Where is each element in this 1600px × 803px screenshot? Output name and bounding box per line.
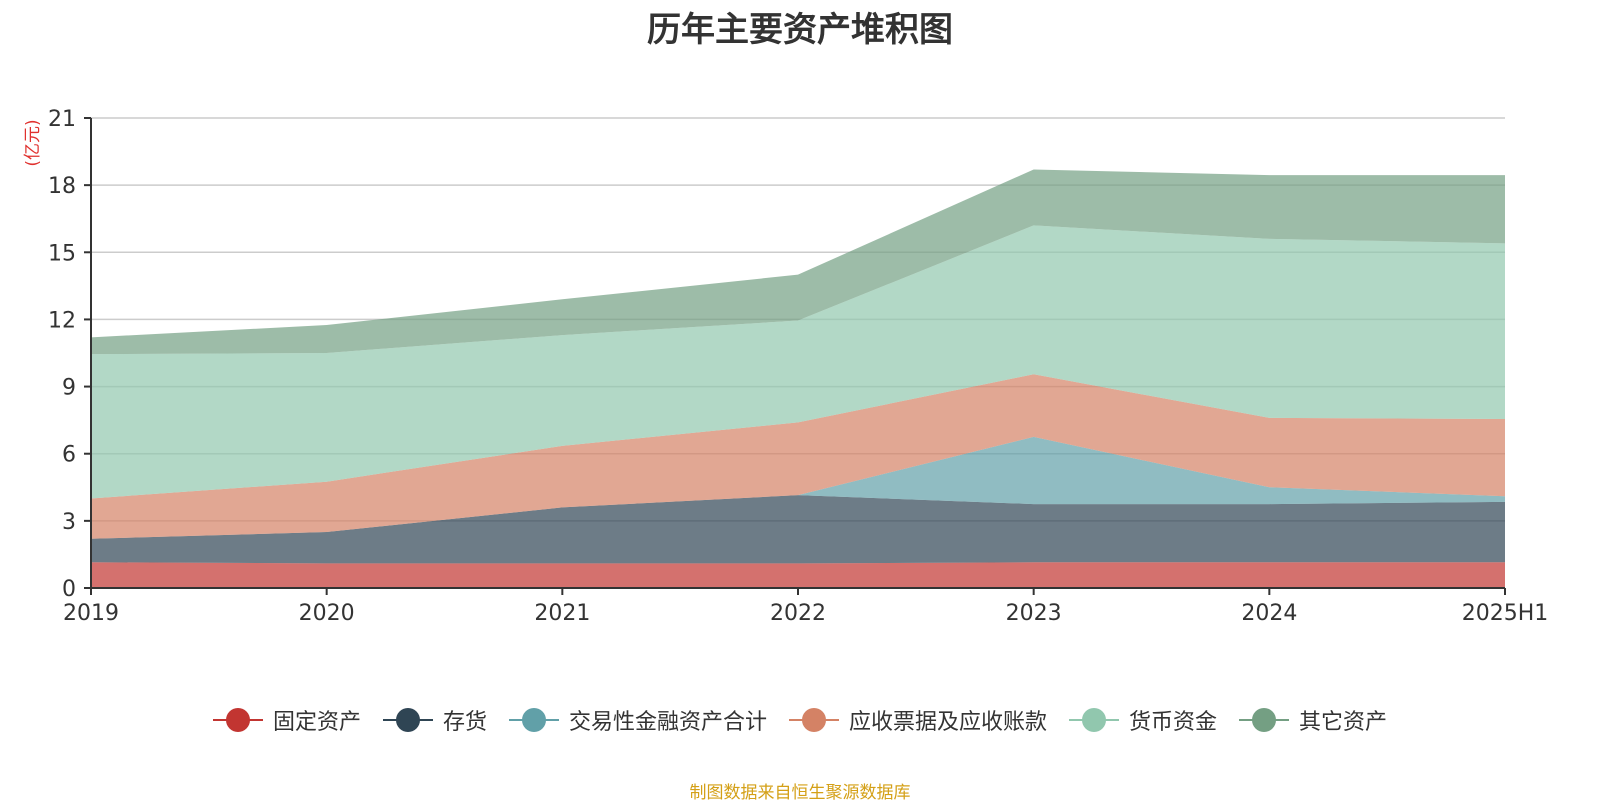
legend-marker-icon	[1069, 708, 1120, 732]
legend-item[interactable]: 存货	[382, 704, 487, 736]
legend-label: 其它资产	[1299, 710, 1388, 735]
legend-label: 交易性金融资产合计	[568, 710, 767, 735]
legend-item[interactable]: 应收票据及应收账款	[789, 704, 1047, 736]
y-tick-label: 21	[48, 107, 76, 132]
legend-item[interactable]: 其它资产	[1239, 704, 1387, 736]
legend-label: 存货	[442, 710, 487, 735]
x-tick-label: 2022	[770, 601, 826, 626]
y-tick-label: 0	[62, 577, 76, 602]
legend-item[interactable]: 货币资金	[1069, 704, 1217, 736]
y-tick-label: 12	[48, 308, 76, 333]
y-tick-label: 9	[62, 376, 76, 401]
y-axis-unit-label: (亿元)	[23, 119, 43, 166]
legend: 固定资产 存货 交易性金融资产合计 应收票据及应收账款 货币资金 其它资产	[0, 700, 1600, 740]
legend-marker-icon	[1239, 708, 1290, 732]
legend-label: 固定资产	[272, 710, 361, 735]
legend-marker-icon	[789, 708, 839, 732]
legend-label: 货币资金	[1129, 710, 1218, 735]
area-series-应收票据及应收账款	[91, 374, 1505, 539]
legend-marker-icon	[382, 708, 433, 732]
source-note: 制图数据来自恒生聚源数据库	[689, 783, 911, 803]
area-series-存货	[91, 495, 1505, 564]
legend-marker-icon	[508, 708, 559, 732]
x-tick-label: 2023	[1006, 601, 1062, 626]
x-tick-label: 2019	[63, 601, 119, 626]
y-tick-label: 3	[62, 510, 76, 535]
y-tick-label: 15	[48, 241, 76, 266]
legend-item[interactable]: 固定资产	[212, 704, 361, 736]
axes: 0 3 6 9 12 15 18 21 2019 2020 2021 2022 2023 2024 2025…	[48, 107, 1548, 626]
area-series-其它资产	[91, 169, 1505, 355]
area-series	[91, 169, 1505, 588]
x-tick-label: 2025H1	[1462, 601, 1549, 626]
area-series-货币资金	[91, 225, 1505, 499]
legend-item[interactable]: 交易性金融资产合计	[508, 704, 767, 736]
legend-marker-icon	[212, 708, 263, 732]
area-series-交易性金融资产合计	[91, 436, 1505, 539]
area-series-固定资产	[91, 562, 1505, 588]
legend-label: 应收票据及应收账款	[849, 710, 1048, 735]
y-tick-label: 6	[62, 443, 76, 468]
x-tick-label: 2024	[1241, 601, 1297, 626]
chart-title: 历年主要资产堆积图	[647, 10, 953, 50]
x-tick-label: 2021	[534, 601, 590, 626]
y-tick-label: 18	[48, 174, 76, 199]
x-tick-label: 2020	[299, 601, 355, 626]
